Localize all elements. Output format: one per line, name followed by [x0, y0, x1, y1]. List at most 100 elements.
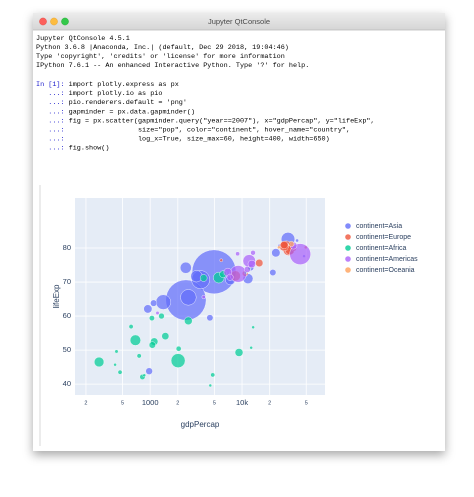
legend-swatch	[345, 256, 351, 262]
bubble	[280, 240, 289, 250]
bubble	[234, 348, 244, 357]
bubble	[155, 294, 171, 310]
bubble	[150, 299, 158, 307]
input-line: ...: log_x=True, size_max=60, height=400…	[36, 135, 330, 143]
bubble	[155, 311, 160, 315]
code: import plotly.express as px	[69, 81, 179, 89]
close-button[interactable]	[39, 17, 47, 26]
bubble	[269, 269, 277, 276]
x-tick-label: 2	[176, 400, 179, 406]
title-bar	[33, 13, 445, 30]
legend-label: continent=Oceania	[356, 267, 415, 274]
bubble	[250, 250, 256, 256]
bubble	[149, 315, 155, 321]
legend-swatch	[345, 267, 351, 273]
bubble	[288, 240, 295, 247]
input-line: ...: pio.renderers.default = 'png'	[36, 99, 187, 107]
input-line: ...: size="pop", color="continent", hove…	[36, 126, 350, 134]
bubble	[201, 294, 206, 300]
bubble	[158, 312, 165, 320]
code: fig.show()	[69, 144, 110, 152]
y-tick-label: 80	[63, 243, 71, 252]
input-line: In [1]: import plotly.express as px	[36, 81, 179, 89]
bubble	[295, 238, 299, 243]
legend-label: continent=Americas	[356, 256, 418, 263]
bubble	[145, 367, 153, 375]
banner-line: Type 'copyright', 'credits' or 'license'…	[36, 53, 285, 61]
x-tick-label: 2	[84, 400, 87, 406]
input-line: ...: fig.show()	[36, 144, 109, 152]
bubble	[208, 383, 212, 388]
legend-swatch	[345, 234, 351, 240]
bubble	[255, 259, 264, 267]
bubble	[179, 261, 192, 274]
y-tick-label: 70	[63, 277, 71, 286]
bubble	[210, 372, 216, 378]
bubble	[226, 273, 234, 281]
y-tick-label: 50	[63, 345, 71, 354]
y-tick-label: 60	[63, 311, 71, 320]
prompt: ...:	[36, 144, 69, 152]
bubble	[219, 258, 223, 262]
bubble	[142, 373, 146, 377]
code: fig = px.scatter(gapminder.query("year==…	[69, 117, 375, 125]
markers	[94, 232, 311, 388]
y-axis-title: lifeExp	[52, 284, 61, 309]
prompt: ...:	[36, 135, 69, 143]
prompt: ...:	[36, 117, 69, 125]
bubble	[277, 245, 281, 250]
window-title: Jupyter QtConsole	[208, 17, 270, 26]
legend-label: continent=Africa	[356, 245, 406, 252]
legend-swatch	[345, 223, 351, 229]
banner-line: Jupyter QtConsole 4.5.1	[36, 35, 130, 43]
code: import plotly.io as pio	[69, 90, 163, 98]
bubble	[184, 316, 193, 325]
plot: 2 5 1000 2 5 10k 2 5 40 50 60 70 80 gdpPercap lifeExp c…	[52, 198, 418, 429]
bubble	[129, 334, 141, 346]
bubble	[251, 325, 255, 329]
bubble	[271, 248, 281, 258]
legend-swatch	[345, 245, 351, 251]
legend-label: continent=Asia	[356, 223, 402, 230]
x-tick-label: 5	[213, 400, 216, 406]
bubble	[143, 304, 153, 314]
banner-line: Python 3.6.8 |Anaconda, Inc.| (default, …	[36, 44, 289, 52]
banner-line: IPython 7.6.1 -- An enhanced Interactive…	[36, 62, 309, 70]
prompt: ...:	[36, 90, 69, 98]
x-tick-label: 10k	[236, 398, 248, 407]
input-line: ...: fig = px.scatter(gapminder.query("y…	[36, 117, 375, 125]
prompt: ...:	[36, 99, 69, 107]
input-line: ...: gapminder = px.data.gapminder()	[36, 108, 195, 116]
x-axis-title: gdpPercap	[181, 420, 220, 429]
bubble	[249, 346, 253, 350]
bubble	[113, 363, 117, 367]
bubble	[117, 369, 123, 375]
bubble	[247, 259, 256, 269]
bubble	[175, 345, 182, 352]
bubble	[136, 353, 142, 359]
input-line: ...: import plotly.io as pio	[36, 90, 162, 98]
prompt: ...:	[36, 126, 69, 134]
minimize-button[interactable]	[50, 17, 58, 26]
x-tick-label: 2	[268, 400, 271, 406]
prompt: In [1]:	[36, 81, 69, 89]
code: gapminder = px.data.gapminder()	[69, 108, 195, 116]
bubble	[206, 314, 214, 322]
bubble	[235, 251, 240, 257]
code: log_x=True, size_max=60, height=400, wid…	[69, 135, 330, 143]
x-tick-label: 1000	[142, 398, 159, 407]
bubble	[170, 353, 186, 368]
legend-label: continent=Europe	[356, 234, 411, 241]
x-tick-label: 5	[121, 400, 124, 406]
bubble	[94, 356, 105, 368]
y-tick-label: 40	[63, 379, 71, 388]
prompt: ...:	[36, 108, 69, 116]
bubble	[148, 341, 156, 349]
code: size="pop", color="continent", hover_nam…	[69, 126, 350, 134]
zoom-button[interactable]	[61, 17, 69, 26]
bubble	[244, 266, 251, 273]
bubble	[161, 332, 170, 340]
